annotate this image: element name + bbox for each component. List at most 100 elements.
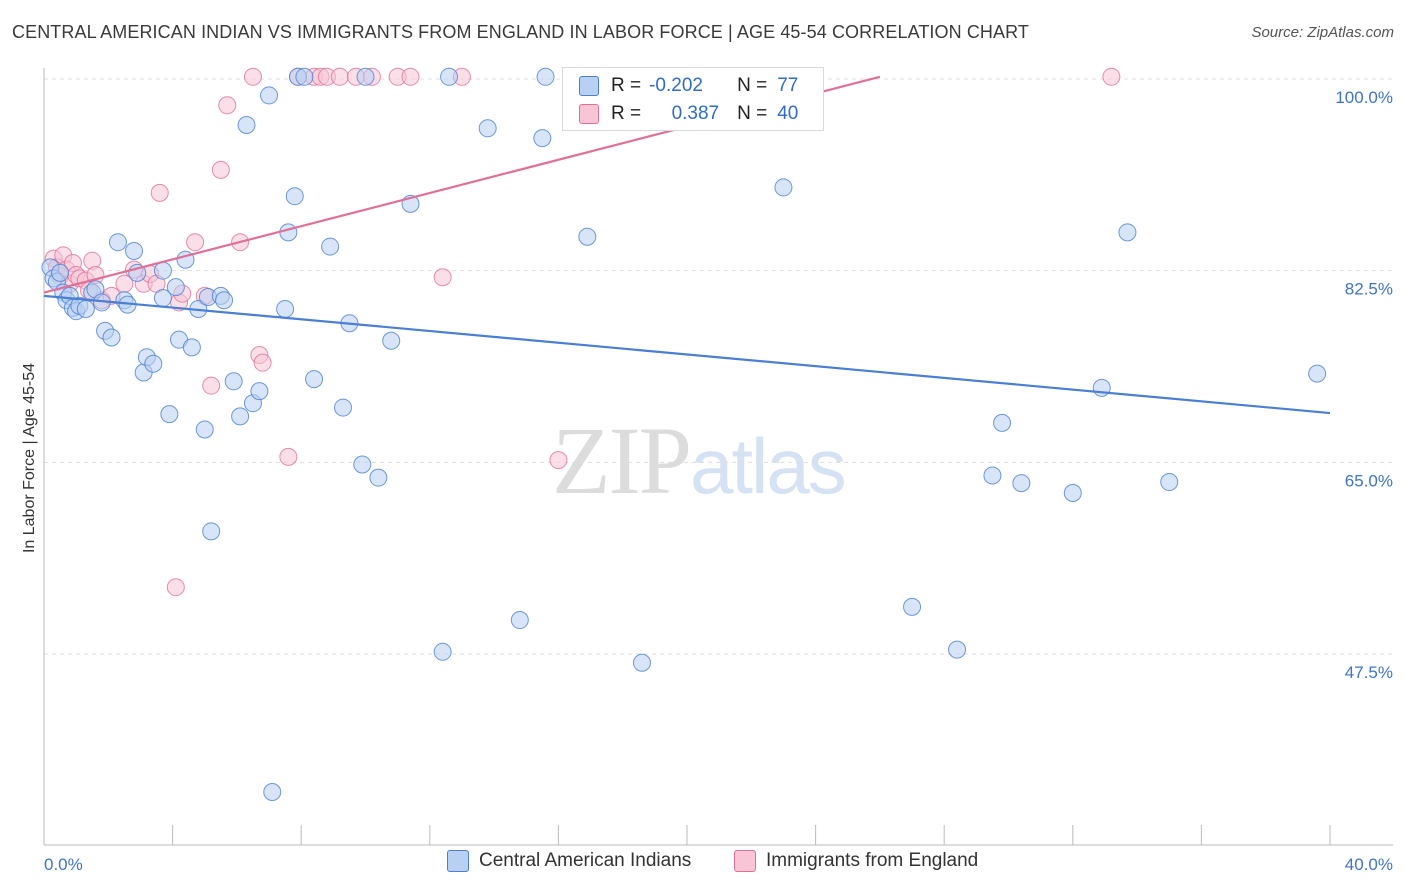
blue-point [285, 187, 304, 206]
pink-point [330, 67, 349, 86]
blue-point [195, 420, 214, 439]
y-tick-label: 82.5% [1345, 280, 1393, 299]
blue-point [478, 119, 497, 138]
blue-point [102, 328, 121, 347]
blue-point [250, 382, 269, 401]
blue-r-value: -0.202 [649, 75, 703, 96]
axes [43, 68, 1393, 846]
legend-label-pink: Immigrants from England [766, 850, 979, 871]
blue-point [510, 611, 529, 630]
pink-point [202, 376, 221, 395]
blue-point [144, 354, 163, 373]
legend-swatch-pink [734, 850, 756, 872]
blue-point [333, 398, 352, 417]
y-tick-label: 47.5% [1345, 663, 1393, 682]
pink-point [401, 67, 420, 86]
chart-title: CENTRAL AMERICAN INDIAN VS IMMIGRANTS FR… [12, 22, 1030, 42]
blue-point [153, 261, 172, 280]
blue-point [182, 338, 201, 357]
pink-point [279, 447, 298, 466]
blue-point [1012, 474, 1031, 493]
y-tick-label: 100.0% [1335, 88, 1393, 107]
watermark-atlas: atlas [690, 422, 847, 510]
blue-point [76, 300, 95, 318]
legend-item-pink[interactable]: Immigrants from England [734, 850, 978, 872]
blue-point [983, 466, 1002, 485]
pink-point [166, 578, 185, 597]
blue-point [632, 653, 651, 672]
blue-point [578, 227, 597, 246]
pink-point [243, 67, 262, 86]
blue-point [993, 413, 1012, 432]
legend-item-blue[interactable]: Central American Indians [447, 850, 691, 872]
blue-point [533, 129, 552, 148]
pink-point [150, 183, 169, 202]
blue-r-label: R = [611, 75, 642, 96]
blue-point [125, 241, 144, 260]
blue-point [903, 597, 922, 616]
pink-points [44, 67, 1121, 597]
y-tick-label: 65.0% [1345, 471, 1393, 490]
blue-point [260, 86, 279, 105]
legend-label-blue: Central American Indians [479, 850, 692, 871]
blue-point [202, 522, 221, 541]
y-axis-title: In Labor Force | Age 45-54 [21, 363, 38, 553]
blue-point [369, 468, 388, 487]
watermark-zip: ZIP [552, 407, 692, 514]
blue-point [321, 237, 340, 256]
blue-point [440, 67, 459, 86]
pink-point [218, 96, 237, 115]
grid-lines [44, 78, 1393, 655]
blue-point [166, 278, 185, 297]
pink-point [253, 353, 272, 372]
pink-n-value: 40 [777, 103, 799, 124]
pink-swatch [579, 104, 599, 124]
blue-point [1308, 364, 1327, 383]
pink-n-label: N = [737, 103, 768, 124]
blue-n-label: N = [737, 75, 768, 96]
blue-point [353, 455, 372, 474]
blue-trend-line [43, 294, 1331, 415]
blue-point [536, 67, 555, 86]
source-label: Source: ZipAtlas.com [1251, 24, 1394, 41]
pink-point [1102, 67, 1121, 86]
blue-point [382, 331, 401, 350]
pink-point [433, 268, 452, 287]
blue-point [279, 223, 298, 242]
x-tick-label-min: 0.0% [44, 855, 83, 874]
pink-point [549, 451, 568, 470]
pink-r-value: 0.387 [671, 103, 720, 124]
pink-r-label: R = [611, 103, 642, 124]
blue-point [51, 263, 70, 282]
stats-row-blue: R = -0.202 N = 77 [579, 72, 798, 100]
blue-point [215, 291, 234, 310]
blue-point [1160, 473, 1179, 492]
blue-point [433, 642, 452, 661]
blue-point [1118, 223, 1137, 242]
pink-point [186, 233, 205, 252]
legend: Central American Indians Immigrants from… [0, 850, 1406, 878]
blue-point [224, 372, 243, 391]
blue-point [263, 783, 282, 801]
x-tick-label-max: 40.0% [1345, 855, 1393, 874]
blue-point [774, 178, 793, 197]
pink-point [211, 160, 230, 179]
watermark: ZIPatlas [552, 405, 847, 516]
blue-point [948, 640, 967, 659]
blue-points [41, 67, 1327, 801]
blue-swatch [579, 76, 599, 96]
y-tick-labels: 47.5% 65.0% 82.5% 100.0% [1335, 88, 1393, 682]
blue-point [305, 370, 324, 389]
blue-point [295, 67, 314, 86]
stats-box: R = -0.202 N = 77 R = 0.387 N = 40 [562, 67, 824, 131]
blue-point [160, 405, 179, 424]
blue-point [237, 116, 256, 134]
blue-point [108, 233, 127, 252]
stats-row-pink: R = 0.387 N = 40 [579, 100, 798, 128]
legend-swatch-blue [447, 850, 469, 872]
blue-point [276, 300, 295, 318]
blue-n-value: 77 [777, 75, 799, 96]
blue-point [356, 67, 375, 86]
blue-point [231, 407, 250, 426]
